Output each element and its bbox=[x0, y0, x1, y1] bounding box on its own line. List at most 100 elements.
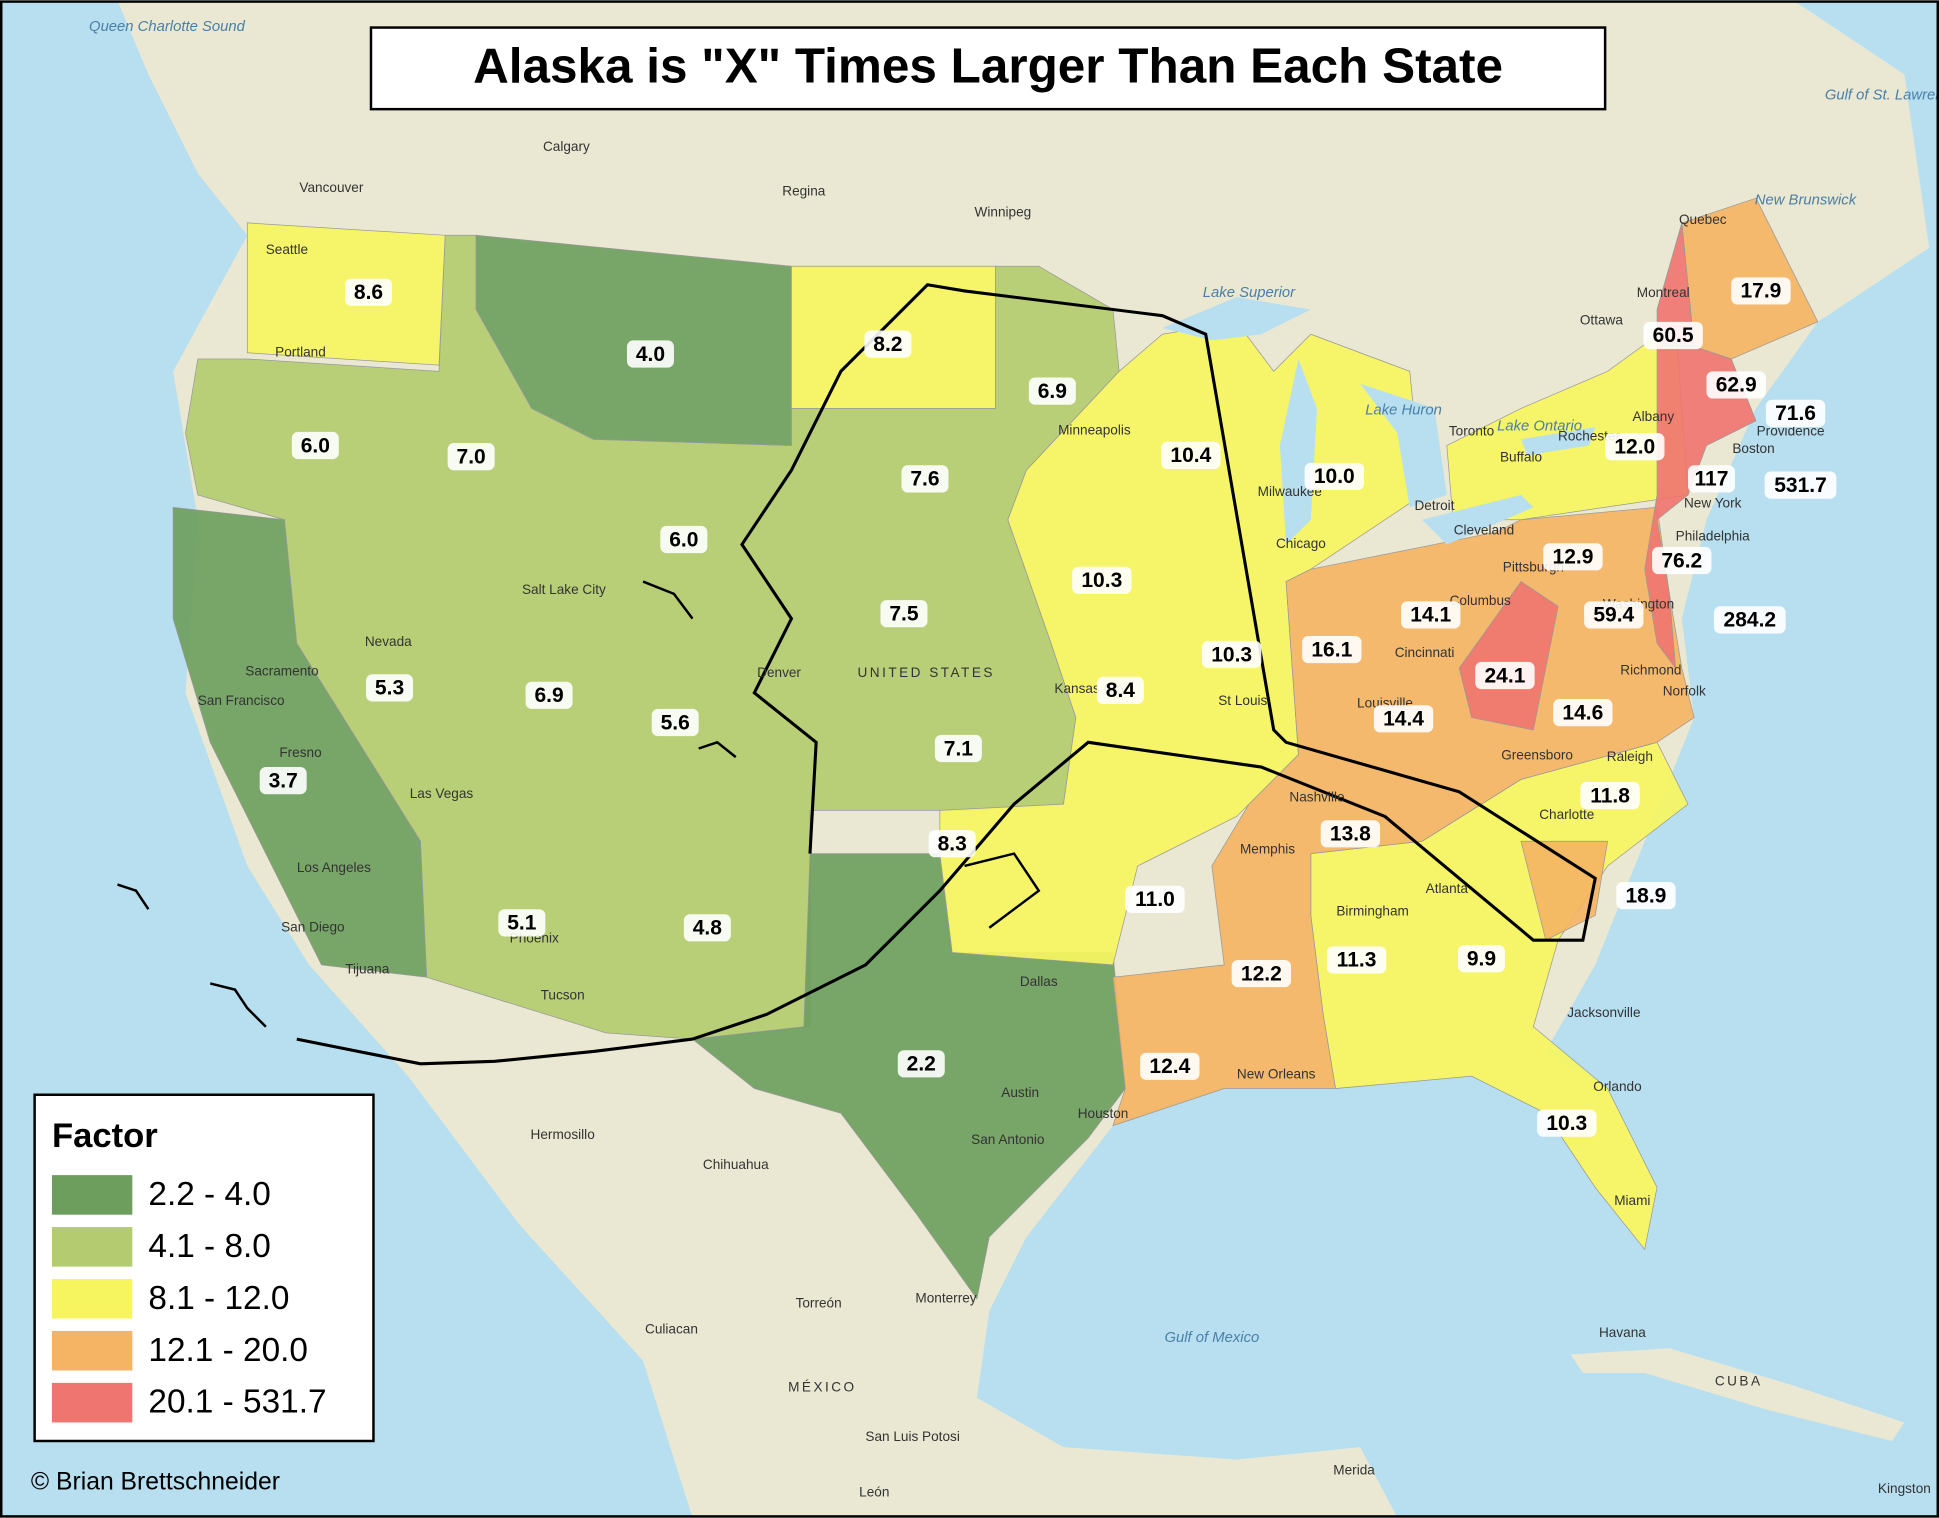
place-label: Nashville bbox=[1289, 790, 1344, 805]
state-label: 12.4 bbox=[1149, 1055, 1190, 1078]
place-label: Ottawa bbox=[1580, 312, 1624, 327]
state-label-bg bbox=[1764, 471, 1837, 499]
place-label: St Louis bbox=[1218, 693, 1267, 708]
state-label-bg bbox=[291, 431, 339, 460]
state-label: 17.9 bbox=[1740, 280, 1781, 303]
state-label-bg bbox=[1605, 433, 1665, 461]
place-label: Detroit bbox=[1414, 498, 1454, 513]
state-label: 14.4 bbox=[1383, 708, 1424, 731]
places: Calgary Regina Winnipeg Vancouver Seattle Por… bbox=[89, 19, 1939, 1499]
lake bbox=[1279, 358, 1317, 545]
credit: © Brian Brettschneider bbox=[31, 1469, 280, 1496]
place-label: Minneapolis bbox=[1058, 422, 1131, 437]
place-label: Columbus bbox=[1450, 593, 1511, 608]
state-label: 10.3 bbox=[1546, 1112, 1587, 1135]
state-label-bg bbox=[1140, 1052, 1200, 1080]
lakes bbox=[1162, 297, 1596, 545]
state-label: 11.0 bbox=[1135, 888, 1175, 911]
state-label-bg bbox=[1731, 277, 1791, 305]
state-label: 10.3 bbox=[1081, 569, 1122, 592]
state-label: 284.2 bbox=[1724, 609, 1777, 632]
place-label: Miami bbox=[1614, 1193, 1650, 1208]
place-label: Atlanta bbox=[1426, 881, 1469, 896]
lake bbox=[1422, 494, 1534, 545]
place-label: Richmond bbox=[1620, 662, 1681, 677]
place-label: New York bbox=[1684, 495, 1742, 510]
state-label-bg bbox=[1201, 640, 1262, 669]
place-label: Providence bbox=[1757, 424, 1825, 439]
state-label-bg bbox=[1765, 399, 1826, 427]
state-label: 24.1 bbox=[1484, 664, 1525, 687]
place-label: Dallas bbox=[1020, 974, 1058, 989]
place-label: Tijuana bbox=[345, 962, 390, 977]
legend-label: 4.1 - 8.0 bbox=[148, 1228, 270, 1265]
title-box bbox=[369, 26, 1607, 111]
place-label: Seattle bbox=[266, 242, 308, 257]
legend-label: 12.1 - 20.0 bbox=[148, 1332, 308, 1369]
place-label: Philadelphia bbox=[1676, 529, 1751, 544]
place-label: Cleveland bbox=[1454, 523, 1514, 538]
place-label: Raleigh bbox=[1607, 749, 1653, 764]
legend-swatch bbox=[51, 1330, 133, 1371]
state-label-bg bbox=[1475, 661, 1535, 690]
state-label: 9.9 bbox=[1467, 947, 1496, 970]
place-label: Vancouver bbox=[299, 180, 363, 195]
state-label-bg bbox=[651, 708, 699, 737]
place-label: Winnipeg bbox=[975, 205, 1032, 220]
place-label: Nevada bbox=[365, 634, 412, 649]
state-label: 76.2 bbox=[1661, 549, 1702, 572]
state-label-bg bbox=[864, 330, 912, 358]
state-label-bg bbox=[934, 734, 982, 763]
state-label: 71.6 bbox=[1775, 402, 1816, 425]
state-label-bg bbox=[1161, 441, 1221, 470]
state-label-bg bbox=[626, 340, 674, 368]
place-label: Los Angeles bbox=[297, 860, 371, 875]
water-label: New Brunswick bbox=[1755, 192, 1858, 208]
state-label: 59.4 bbox=[1593, 604, 1634, 627]
place-label: Buffalo bbox=[1500, 450, 1542, 465]
place-label: Merida bbox=[1333, 1462, 1375, 1477]
place-label: Chicago bbox=[1276, 536, 1326, 551]
lake bbox=[1521, 426, 1596, 456]
island bbox=[698, 740, 737, 759]
state-label: 7.0 bbox=[457, 445, 486, 468]
state-label-bg bbox=[1713, 606, 1786, 634]
state-label: 5.6 bbox=[661, 711, 690, 734]
island bbox=[117, 883, 150, 910]
water-label: Queen Charlotte Sound bbox=[89, 19, 246, 35]
legend-label: 8.1 - 12.0 bbox=[148, 1280, 289, 1317]
place-label: Calgary bbox=[543, 139, 590, 154]
place-label: New Orleans bbox=[1237, 1067, 1316, 1082]
place-label: San Luis Potosi bbox=[865, 1429, 959, 1444]
state-label-bg bbox=[1096, 676, 1144, 704]
state-label: 8.6 bbox=[354, 281, 383, 304]
state-label-bg bbox=[1553, 699, 1613, 727]
legend-swatch bbox=[51, 1227, 133, 1267]
place-label: Monterrey bbox=[915, 1290, 976, 1305]
state-label: 4.8 bbox=[693, 917, 723, 940]
place-label: MÉXICO bbox=[788, 1380, 856, 1395]
state-label: 7.6 bbox=[910, 468, 939, 491]
state-region bbox=[1458, 581, 1559, 731]
state-region bbox=[172, 506, 428, 978]
state-label-bg bbox=[1537, 1109, 1597, 1137]
place-label: San Francisco bbox=[198, 693, 285, 708]
island bbox=[642, 580, 694, 620]
cuba bbox=[1570, 1348, 1905, 1441]
state-label-bg bbox=[1302, 635, 1362, 664]
state-label: 60.5 bbox=[1653, 324, 1694, 347]
state-label: 5.1 bbox=[507, 912, 537, 935]
state-region bbox=[1520, 840, 1609, 941]
state-label: 11.3 bbox=[1337, 949, 1377, 972]
state-label: 7.5 bbox=[889, 602, 919, 625]
place-label: Austin bbox=[1001, 1085, 1039, 1100]
place-label: Regina bbox=[782, 184, 826, 199]
legend-swatch bbox=[51, 1382, 133, 1423]
place-label: León bbox=[859, 1485, 889, 1500]
place-label: Salt Lake City bbox=[522, 582, 606, 597]
water-label: Gulf of Mexico bbox=[1164, 1330, 1259, 1346]
state-label-bg bbox=[1616, 882, 1676, 910]
state-label: 13.8 bbox=[1330, 823, 1371, 846]
state-label-bg bbox=[259, 767, 307, 795]
